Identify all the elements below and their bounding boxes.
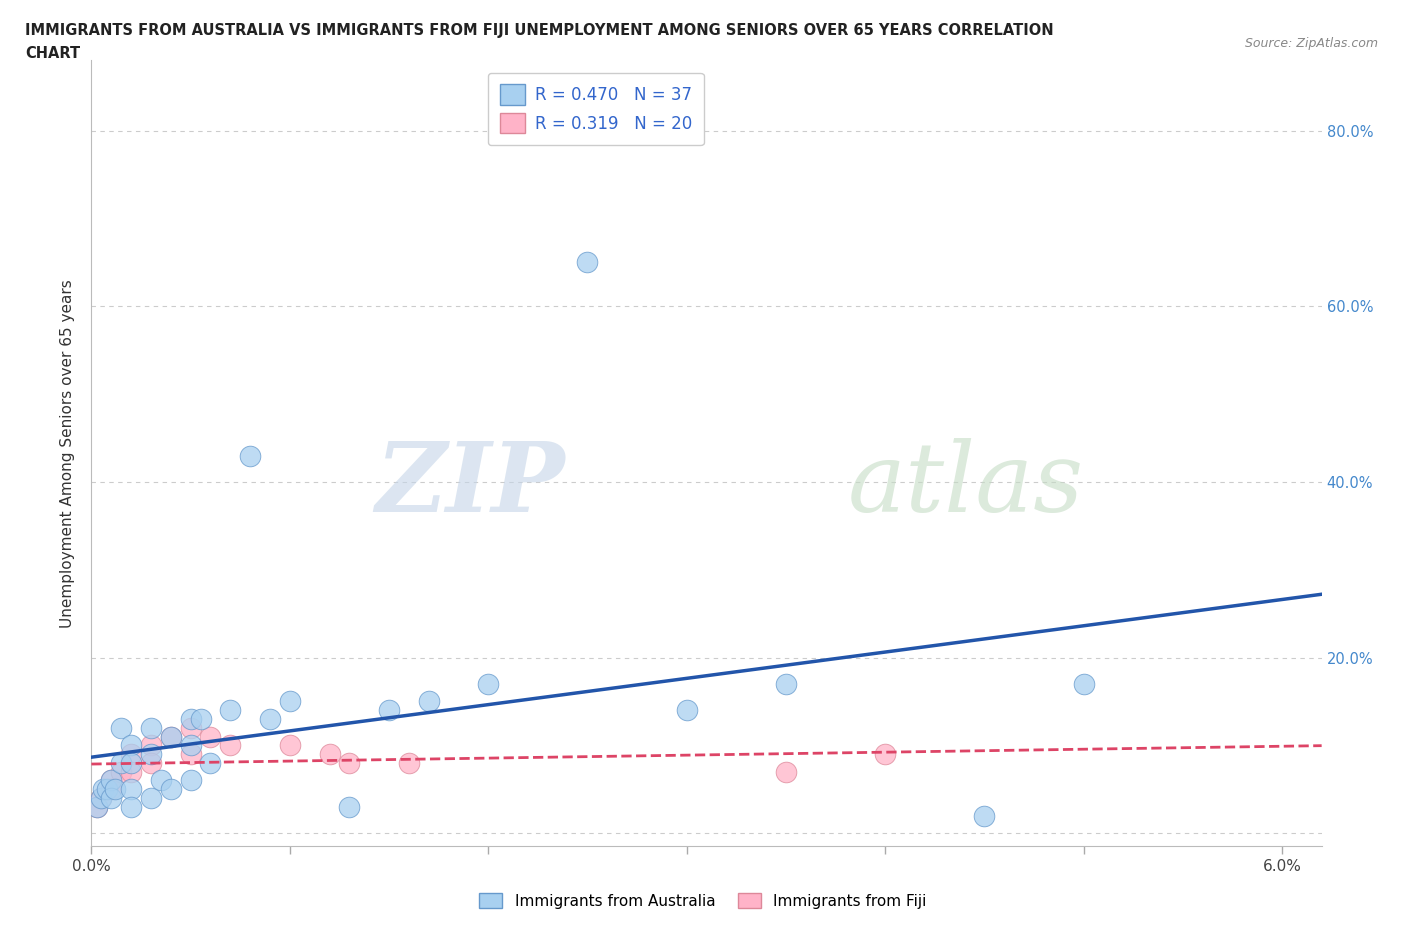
Point (775, 764, 797, 779)
Point (120, 764, 142, 779)
Point (180, 773, 202, 788)
Point (139, 790, 162, 805)
Point (576, 255, 599, 270)
Point (398, 755, 420, 770)
Point (139, 737, 162, 752)
Point (159, 729, 181, 744)
Text: IMMIGRANTS FROM AUSTRALIA VS IMMIGRANTS FROM FIJI UNEMPLOYMENT AMONG SENIORS OVE: IMMIGRANTS FROM AUSTRALIA VS IMMIGRANTS … (25, 23, 1054, 38)
Point (100, 790, 122, 805)
Point (100, 773, 122, 788)
Point (110, 755, 132, 770)
Point (973, 808, 995, 823)
Point (190, 711, 212, 726)
Point (96, 782, 118, 797)
Y-axis label: Unemployment Among Seniors over 65 years: Unemployment Among Seniors over 65 years (60, 279, 76, 628)
Point (139, 747, 162, 762)
Text: ZIP: ZIP (375, 438, 565, 532)
Point (337, 800, 360, 815)
Point (219, 737, 242, 752)
Text: atlas: atlas (848, 438, 1084, 532)
Point (120, 737, 142, 752)
Point (86, 800, 108, 815)
Text: CHART: CHART (25, 46, 80, 61)
Point (239, 448, 262, 463)
Point (200, 755, 222, 770)
Point (86, 800, 108, 815)
Point (149, 773, 172, 788)
Point (180, 747, 202, 762)
Point (378, 703, 401, 718)
Legend: R = 0.470   N = 37, R = 0.319   N = 20: R = 0.470 N = 37, R = 0.319 N = 20 (488, 73, 703, 145)
Point (91, 782, 114, 797)
Point (120, 800, 142, 815)
Point (278, 737, 301, 752)
Point (200, 729, 222, 744)
Point (139, 721, 162, 736)
Point (278, 694, 301, 709)
Point (110, 721, 132, 736)
Point (110, 764, 132, 779)
Point (875, 747, 897, 762)
Legend: Immigrants from Australia, Immigrants from Fiji: Immigrants from Australia, Immigrants fr… (474, 886, 932, 915)
Point (337, 755, 360, 770)
Point (180, 721, 202, 736)
Point (318, 747, 340, 762)
Point (775, 676, 797, 691)
Point (139, 755, 162, 770)
Point (104, 782, 127, 797)
Point (90, 790, 112, 805)
Text: Source: ZipAtlas.com: Source: ZipAtlas.com (1244, 37, 1378, 50)
Point (1073, 676, 1095, 691)
Point (120, 747, 142, 762)
Point (159, 729, 181, 744)
Point (219, 703, 242, 718)
Point (180, 711, 202, 726)
Point (120, 782, 142, 797)
Point (259, 711, 281, 726)
Point (100, 773, 122, 788)
Point (120, 755, 142, 770)
Point (90, 790, 112, 805)
Point (418, 694, 440, 709)
Point (100, 782, 122, 797)
Point (159, 782, 181, 797)
Point (477, 676, 499, 691)
Point (180, 737, 202, 752)
Point (675, 703, 697, 718)
